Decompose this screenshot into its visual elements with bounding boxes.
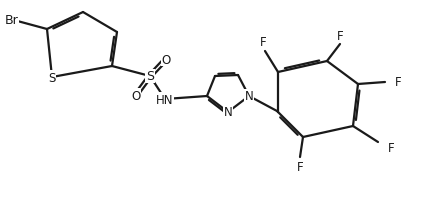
Text: F: F — [394, 76, 401, 89]
Text: O: O — [161, 53, 170, 66]
Text: F: F — [296, 161, 302, 174]
Text: HN: HN — [156, 93, 173, 106]
Text: F: F — [259, 36, 266, 49]
Text: F: F — [336, 29, 342, 42]
Text: S: S — [146, 70, 154, 83]
Text: O: O — [131, 89, 140, 102]
Text: N: N — [223, 106, 232, 119]
Text: S: S — [48, 71, 56, 84]
Text: N: N — [244, 90, 253, 103]
Text: Br: Br — [5, 13, 19, 26]
Text: F: F — [387, 141, 394, 154]
